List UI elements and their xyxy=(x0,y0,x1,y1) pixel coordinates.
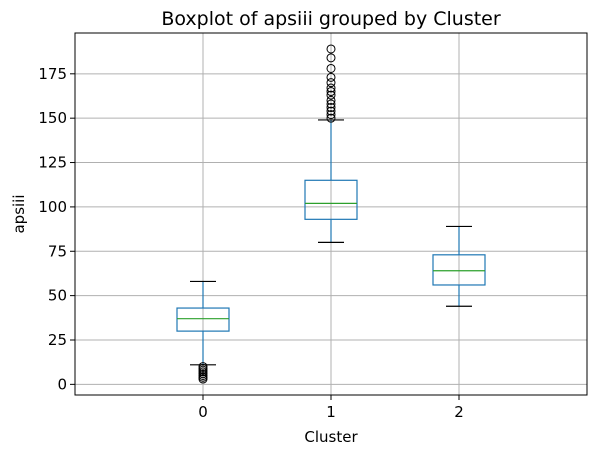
outlier-point xyxy=(326,106,336,116)
outlier-point xyxy=(326,90,336,100)
y-tick-label: 75 xyxy=(48,242,67,260)
outlier-point xyxy=(326,63,336,73)
y-tick-label: 175 xyxy=(38,65,67,83)
chart-title: Boxplot of apsiii grouped by Cluster xyxy=(161,8,501,30)
outlier-point xyxy=(326,113,336,123)
y-tick-label: 0 xyxy=(57,375,67,393)
y-tick-label: 50 xyxy=(48,287,67,305)
y-tick-label: 150 xyxy=(38,109,67,127)
x-axis-ticks: 0 1 2 xyxy=(198,395,464,421)
y-axis-ticks: 0 25 50 75 100 125 150 175 xyxy=(38,65,75,393)
outlier-point xyxy=(326,110,336,120)
y-tick-label: 25 xyxy=(48,331,67,349)
outlier-point xyxy=(326,78,336,88)
y-tick-label: 125 xyxy=(38,154,67,172)
outlier-point xyxy=(326,72,336,82)
box-group xyxy=(176,44,486,384)
outlier-point xyxy=(198,362,208,372)
box-cluster-2 xyxy=(432,225,486,307)
x-tick-label: 2 xyxy=(454,403,464,421)
outlier-point xyxy=(326,53,336,63)
y-tick-label: 100 xyxy=(38,198,67,216)
box-cluster-0 xyxy=(176,280,230,384)
box-cluster-1 xyxy=(304,44,358,243)
outlier-point xyxy=(326,103,336,113)
x-tick-label: 1 xyxy=(326,403,336,421)
x-tick-label: 0 xyxy=(198,403,208,421)
x-axis-label: Cluster xyxy=(304,428,358,446)
box-iqr xyxy=(304,179,358,220)
outlier-point xyxy=(326,87,336,97)
box-iqr xyxy=(176,307,230,332)
outlier-point xyxy=(326,83,336,93)
outlier-point xyxy=(326,99,336,109)
box-iqr xyxy=(432,254,486,286)
outlier-point xyxy=(326,44,336,54)
y-axis-label: apsiii xyxy=(10,194,28,233)
outlier-point xyxy=(326,95,336,105)
